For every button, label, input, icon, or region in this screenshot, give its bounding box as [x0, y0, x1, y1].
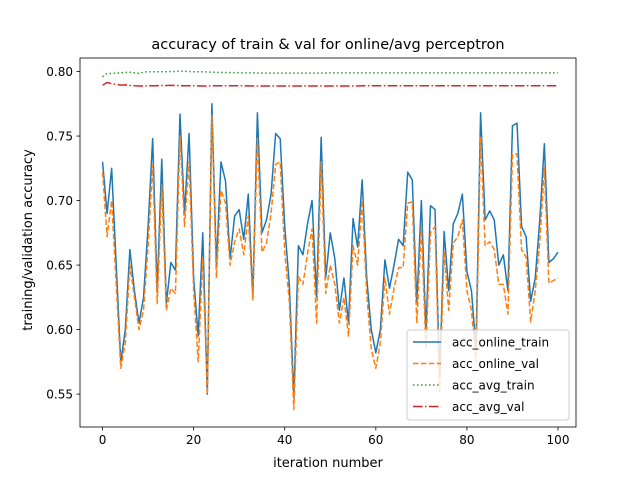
legend: acc_online_train acc_online_val acc_avg_tr… [406, 329, 570, 421]
chart-title: accuracy of train & val for online/avg p… [151, 37, 504, 53]
x-tick-label: 0 [99, 433, 107, 447]
x-axis-label: iteration number [273, 456, 383, 471]
series-layer [101, 70, 559, 411]
y-tick-label: 0.55 [46, 388, 73, 402]
axes-layer: 0 20 40 60 80 100 0.55 0.60 0.65 0.70 0.75 0.80 [46, 57, 577, 447]
plot-frame [79, 57, 577, 428]
x-tick-label: 100 [547, 433, 570, 447]
x-tick-label: 80 [459, 433, 474, 447]
y-tick-label: 0.70 [46, 194, 73, 208]
y-tick-label: 0.80 [46, 65, 73, 79]
legend-label-acc_avg_train: acc_avg_train [452, 379, 535, 393]
legend-label-acc_avg_val: acc_avg_val [452, 400, 524, 414]
y-tick-label: 0.75 [46, 130, 73, 144]
legend-label-acc_online_train: acc_online_train [452, 336, 549, 350]
series-line-acc_avg_train [102, 70, 559, 78]
series-line-acc_online_train [101, 103, 559, 399]
y-axis-label: training/validation accuracy [21, 149, 36, 331]
x-tick-label: 20 [186, 433, 201, 447]
y-tick-label: 0.60 [46, 323, 73, 337]
legend-label-acc_online_val: acc_online_val [452, 357, 539, 371]
x-tick-label: 40 [277, 433, 292, 447]
y-tick-label: 0.65 [46, 259, 73, 273]
x-tick-label: 60 [368, 433, 383, 447]
series-line-acc_avg_val [102, 81, 559, 87]
legend-box [406, 329, 570, 421]
series-line-acc_online_val [101, 114, 559, 411]
